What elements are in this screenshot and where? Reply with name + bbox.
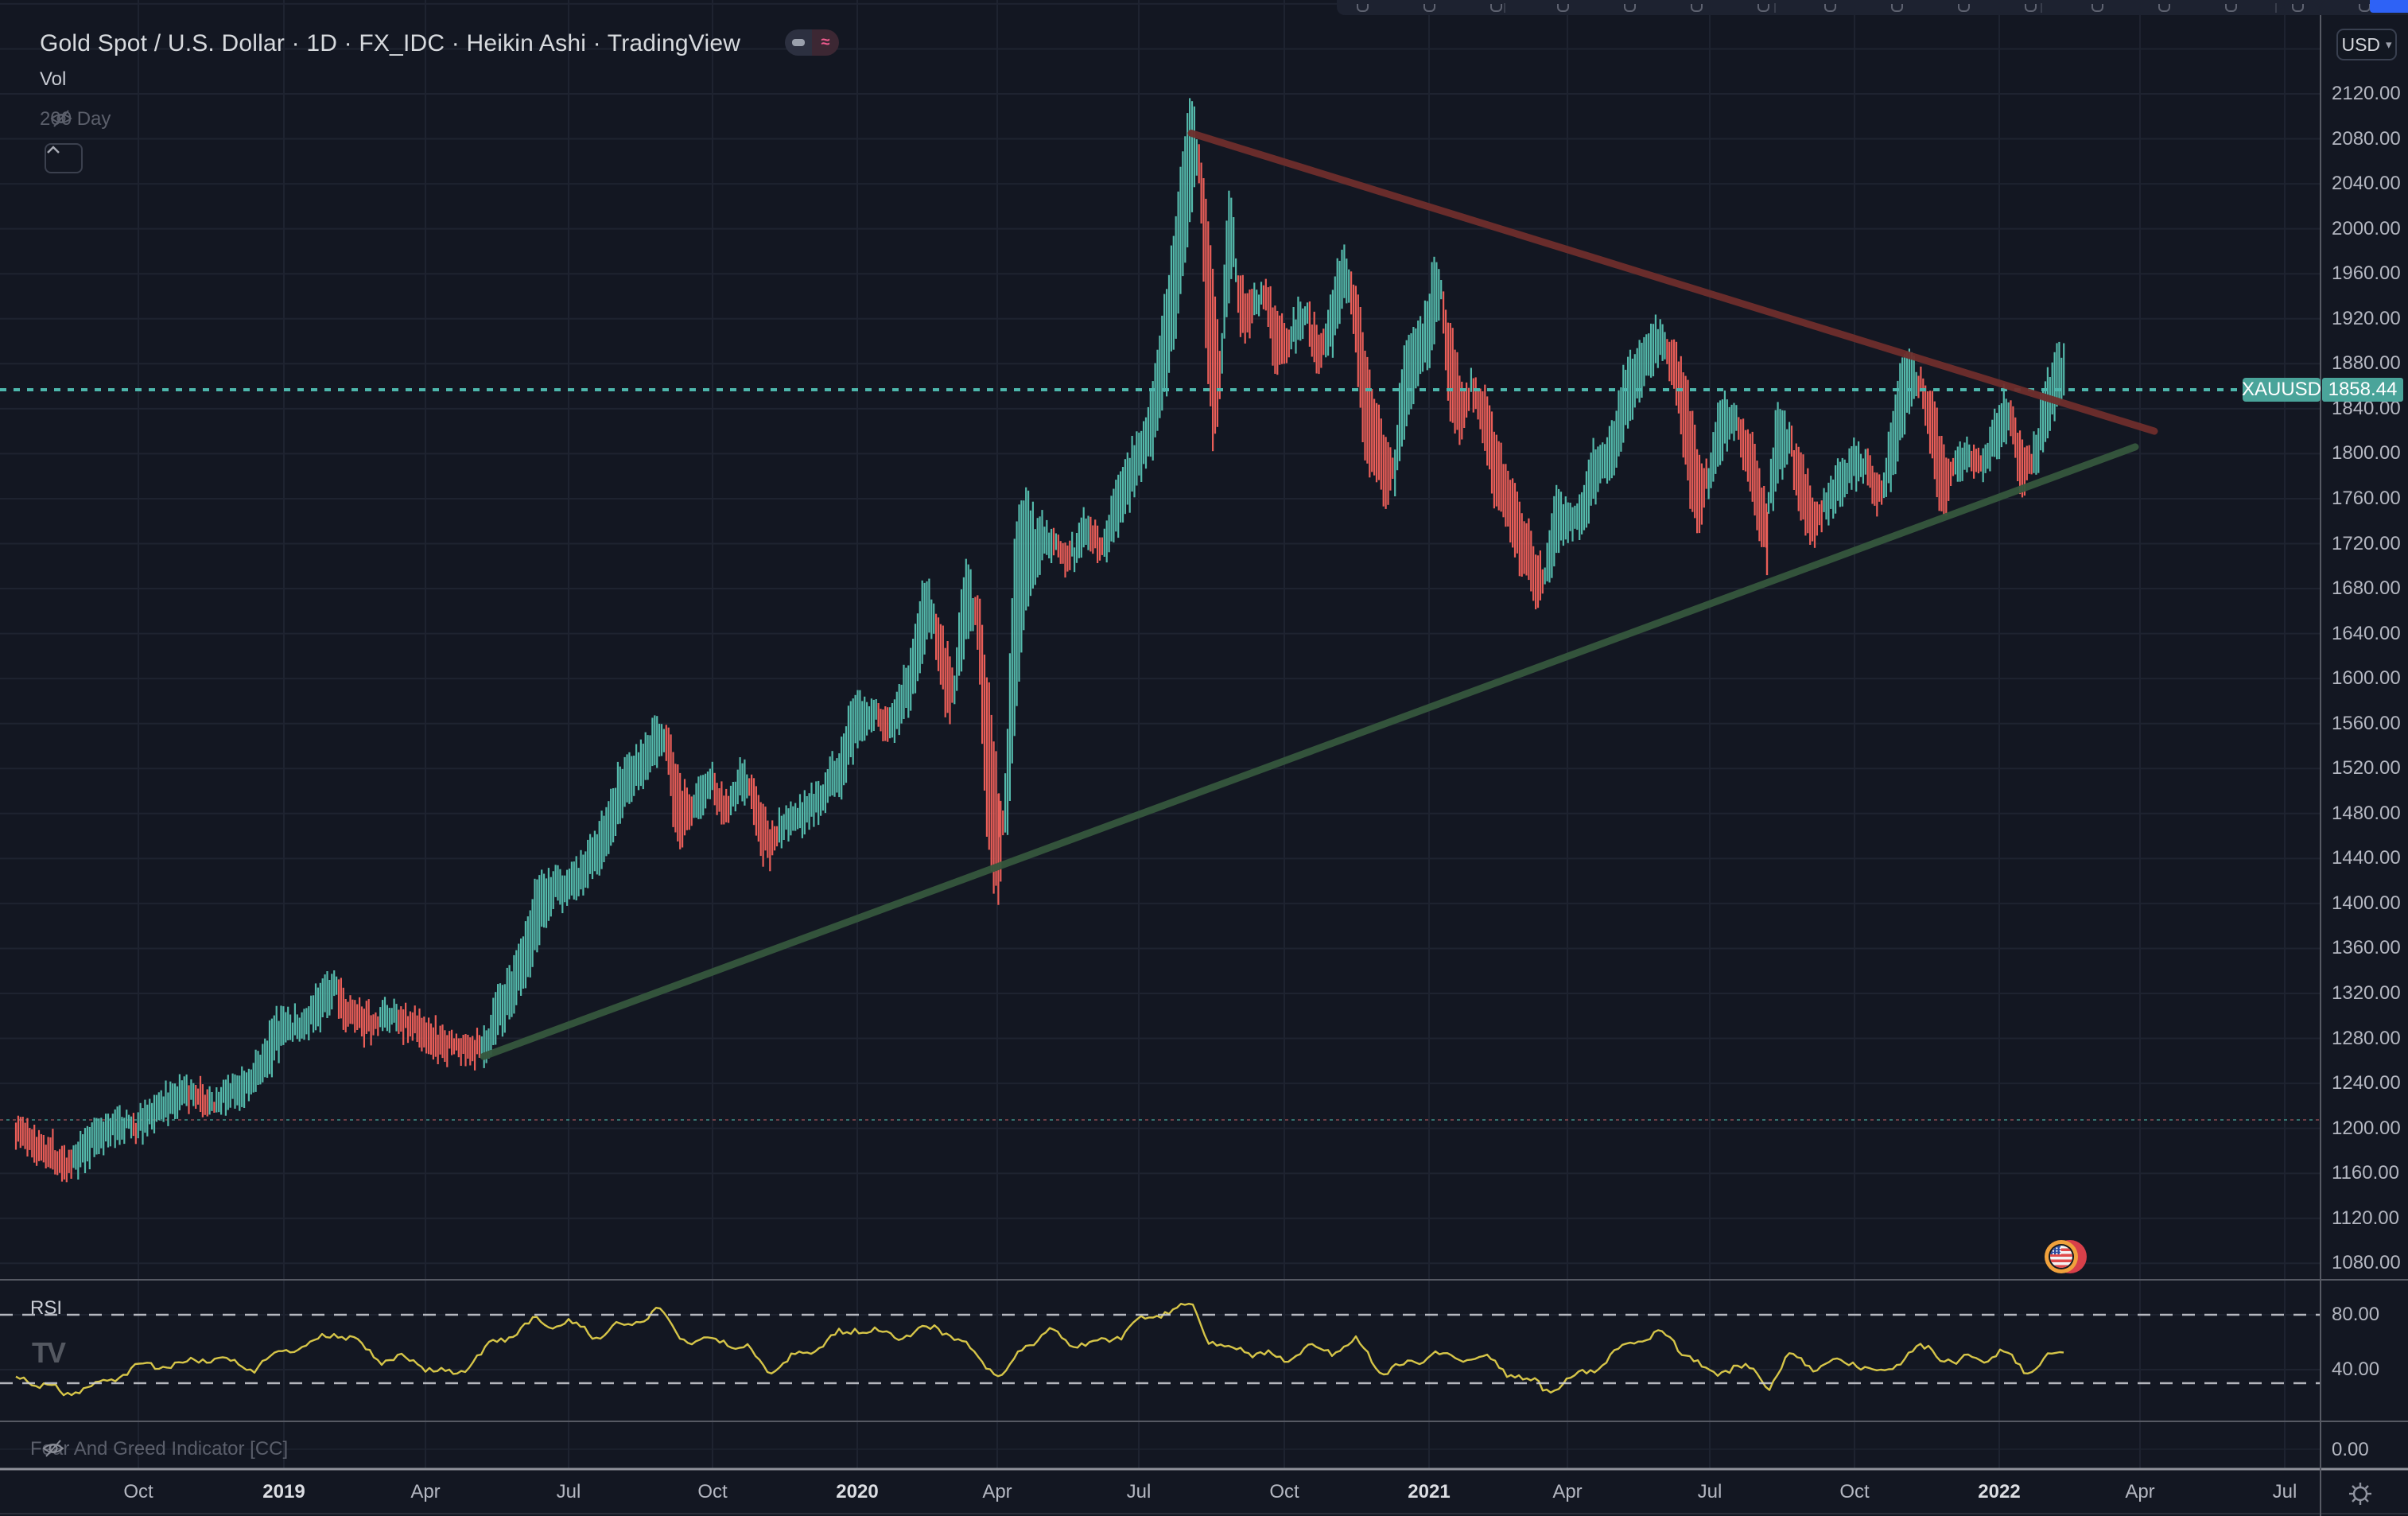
legend-toggle-pill[interactable]: ≈ bbox=[785, 29, 839, 56]
time-month-label: Apr bbox=[1552, 1481, 1583, 1502]
last-price-axis-label[interactable]: 1858.44 bbox=[2322, 378, 2403, 402]
scales-settings-icon[interactable] bbox=[2346, 1479, 2375, 1508]
price-tick-label: 2120.00 bbox=[2332, 83, 2401, 104]
time-year-label: 2019 bbox=[262, 1481, 305, 1502]
price-tick-label: 1080.00 bbox=[2332, 1252, 2401, 1274]
toolbar-icon-fragment[interactable] bbox=[2091, 4, 2103, 12]
volume-indicator-label[interactable]: Vol bbox=[40, 68, 67, 90]
toolbar-icon-fragment[interactable] bbox=[1691, 4, 1703, 12]
toolbar-icon-fragment[interactable] bbox=[2158, 4, 2170, 12]
toolbar-icon-fragment[interactable] bbox=[2025, 4, 2037, 12]
price-tick-label: 2040.00 bbox=[2332, 173, 2401, 195]
rsi-pane-label[interactable]: RSI bbox=[30, 1297, 63, 1319]
minimize-icon[interactable] bbox=[785, 29, 812, 56]
rsi-tick-label: 80.00 bbox=[2332, 1304, 2380, 1325]
eye-hidden-icon[interactable] bbox=[41, 1438, 65, 1459]
time-month-label: Oct bbox=[697, 1481, 728, 1502]
price-tick-label: 1960.00 bbox=[2332, 262, 2401, 285]
toolbar-icon-fragment[interactable] bbox=[1958, 4, 1970, 12]
tradingview-logo[interactable]: TV bbox=[32, 1336, 66, 1369]
price-tick-label: 1640.00 bbox=[2332, 622, 2401, 644]
time-month-label: Apr bbox=[2125, 1481, 2155, 1502]
price-tick-label: 1720.00 bbox=[2332, 532, 2401, 554]
rsi-line bbox=[15, 1302, 2064, 1397]
chevron-up-icon bbox=[47, 146, 60, 154]
top-toolbar-fragment[interactable] bbox=[1337, 0, 2408, 15]
time-month-label: Apr bbox=[410, 1481, 441, 1502]
ascending-support-trendline bbox=[480, 443, 2139, 1060]
toolbar-separator bbox=[1774, 3, 1776, 13]
time-month-label: Jul bbox=[2272, 1481, 2297, 1502]
price-tick-label: 1440.00 bbox=[2332, 847, 2401, 869]
toolbar-icon-fragment[interactable] bbox=[1824, 4, 1836, 12]
fear-greed-axis-label[interactable]: 0.00 bbox=[2332, 1439, 2369, 1460]
price-tick-label: 1400.00 bbox=[2332, 892, 2401, 914]
price-tick-label: 1280.00 bbox=[2332, 1027, 2401, 1049]
long-red-candle bbox=[997, 793, 1000, 838]
price-tick-label: 1760.00 bbox=[2332, 487, 2401, 509]
toolbar-separator bbox=[2275, 3, 2277, 13]
toolbar-separator bbox=[2041, 3, 2042, 13]
descending-resistance-trendline bbox=[1187, 130, 2158, 435]
toolbar-icon-fragment[interactable] bbox=[2292, 4, 2304, 12]
price-tick-label: 1320.00 bbox=[2332, 982, 2401, 1004]
toolbar-icon-fragment[interactable] bbox=[2225, 4, 2237, 12]
eye-hidden-icon[interactable] bbox=[49, 108, 73, 129]
symbol-price-flag[interactable]: XAUUSD bbox=[2241, 378, 2322, 402]
toolbar-separator bbox=[1504, 3, 1505, 13]
long-red-candle bbox=[1765, 511, 1769, 576]
time-month-label: Jul bbox=[556, 1481, 581, 1502]
collapse-legend-button[interactable] bbox=[45, 143, 83, 173]
price-tick-label: 1880.00 bbox=[2332, 352, 2401, 375]
currency-dropdown[interactable]: USD ▾ bbox=[2336, 29, 2397, 60]
toolbar-icon-fragment[interactable] bbox=[1557, 4, 1569, 12]
price-tick-label: 1800.00 bbox=[2332, 442, 2401, 465]
price-tick-label: 1920.00 bbox=[2332, 307, 2401, 329]
chevron-down-icon: ▾ bbox=[2386, 38, 2392, 52]
toolbar-icon-fragment[interactable] bbox=[1891, 4, 1903, 12]
price-tick-label: 1360.00 bbox=[2332, 937, 2401, 959]
time-year-label: 2020 bbox=[836, 1481, 879, 1502]
time-month-label: Jul bbox=[1126, 1481, 1152, 1502]
symbol-title[interactable]: Gold Spot / U.S. Dollar · 1D · FX_IDC · … bbox=[40, 30, 741, 56]
rsi-tick-label: 40.00 bbox=[2332, 1359, 2380, 1380]
heikin-ashi-candles bbox=[14, 98, 2065, 1183]
price-tick-label: 1600.00 bbox=[2332, 667, 2401, 690]
price-tick-label: 1160.00 bbox=[2332, 1162, 2399, 1184]
time-month-label: Oct bbox=[1839, 1481, 1870, 1502]
toolbar-icon-fragment[interactable] bbox=[1757, 4, 1769, 12]
price-tick-label: 1680.00 bbox=[2332, 577, 2401, 600]
approx-icon[interactable]: ≈ bbox=[812, 29, 839, 56]
toolbar-icon-fragment[interactable] bbox=[1423, 4, 1435, 12]
currency-label: USD bbox=[2341, 33, 2381, 55]
toolbar-icon-fragment[interactable] bbox=[1357, 4, 1369, 12]
ma-200day-label[interactable]: 200 Day bbox=[40, 108, 111, 130]
fear-greed-text: Fear And Greed Indicator [CC] bbox=[30, 1438, 289, 1460]
time-month-label: Jul bbox=[1697, 1481, 1722, 1502]
toolbar-icon-fragment[interactable] bbox=[1490, 4, 1502, 12]
price-tick-label: 1120.00 bbox=[2332, 1207, 2399, 1229]
price-tick-label: 1520.00 bbox=[2332, 757, 2401, 779]
time-month-label: Oct bbox=[123, 1481, 153, 1502]
price-tick-label: 1560.00 bbox=[2332, 712, 2401, 734]
fear-greed-indicator-label[interactable]: Fear And Greed Indicator [CC] bbox=[30, 1438, 288, 1460]
us-flag bbox=[2050, 1246, 2072, 1268]
time-month-label: Apr bbox=[982, 1481, 1012, 1502]
price-tick-label: 2080.00 bbox=[2332, 127, 2401, 150]
time-year-label: 2022 bbox=[1978, 1481, 2021, 1502]
toolbar-icon-fragment[interactable] bbox=[1624, 4, 1636, 12]
toolbar-icon-fragment[interactable] bbox=[2359, 4, 2371, 12]
time-year-label: 2021 bbox=[1408, 1481, 1451, 1502]
price-tick-label: 1480.00 bbox=[2332, 802, 2401, 824]
toolbar-primary-button-fragment[interactable] bbox=[2370, 0, 2408, 13]
time-month-label: Oct bbox=[1269, 1481, 1299, 1502]
price-tick-label: 2000.00 bbox=[2332, 217, 2401, 239]
price-tick-label: 1200.00 bbox=[2332, 1117, 2401, 1139]
price-tick-label: 1240.00 bbox=[2332, 1072, 2401, 1094]
